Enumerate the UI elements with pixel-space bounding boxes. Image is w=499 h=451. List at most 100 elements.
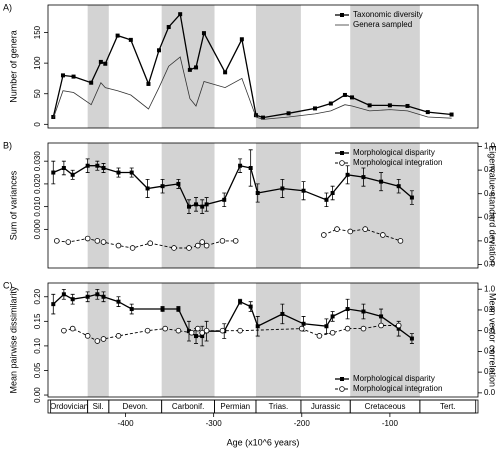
- marker: [248, 166, 253, 170]
- marker: [222, 197, 227, 202]
- marker: [175, 327, 182, 334]
- marker: [71, 74, 76, 79]
- marker: [65, 239, 72, 245]
- y-tick-label: 0.05: [33, 362, 42, 378]
- marker: [51, 170, 56, 175]
- marker: [387, 103, 392, 108]
- marker: [380, 232, 386, 238]
- legend-label: Taxonomic diversity: [353, 10, 423, 19]
- marker: [280, 311, 285, 316]
- marker: [70, 297, 75, 302]
- legend-marker: [340, 13, 344, 17]
- marker: [98, 59, 103, 64]
- y-tick-label: 0.20: [33, 288, 42, 304]
- marker: [129, 307, 134, 312]
- marker: [345, 172, 350, 177]
- y2-tick-label: 1.0: [484, 142, 496, 151]
- marker: [378, 322, 384, 329]
- marker: [129, 245, 136, 251]
- y2-tick-label: 0.0: [484, 260, 496, 269]
- x-tick-label: -200: [294, 419, 311, 428]
- marker: [203, 327, 210, 334]
- y2-tick-label: 0.2: [484, 236, 496, 245]
- marker: [116, 299, 121, 304]
- y2-tick-label: 0.0: [484, 388, 496, 397]
- period-shade: [255, 5, 301, 128]
- marker: [238, 299, 243, 304]
- y2-tick-label: 0.8: [484, 305, 496, 314]
- period-shade: [87, 143, 109, 268]
- y2-tick-label: 1.0: [484, 284, 496, 293]
- marker: [237, 327, 243, 334]
- period-name: Ordovician: [50, 402, 88, 411]
- y-tick-label: 0.010: [33, 196, 42, 217]
- panel-label: B): [3, 140, 12, 150]
- marker: [186, 204, 191, 209]
- marker: [329, 329, 336, 336]
- period-shade: [350, 283, 420, 397]
- y2-tick-label: 0.4: [484, 347, 496, 356]
- marker: [253, 113, 258, 118]
- marker: [409, 195, 414, 200]
- marker: [194, 325, 201, 332]
- period-shade: [350, 143, 420, 268]
- marker: [199, 329, 206, 336]
- marker: [103, 61, 108, 66]
- period-cell: [419, 399, 477, 414]
- period-name: Devon.: [123, 402, 148, 411]
- x-tick-label: -400: [118, 419, 135, 428]
- marker: [144, 327, 151, 334]
- marker: [238, 163, 243, 168]
- marker: [61, 292, 66, 297]
- y2-axis-label: Eigenvalue standard deviation: [488, 145, 498, 266]
- marker: [100, 239, 107, 245]
- marker: [328, 101, 333, 106]
- marker: [160, 307, 165, 312]
- marker: [396, 326, 401, 331]
- y2-tick-label: 0.6: [484, 326, 496, 335]
- marker: [200, 334, 205, 339]
- legend-label: Morphological disparity: [353, 374, 435, 383]
- marker: [61, 327, 67, 334]
- marker: [312, 106, 317, 111]
- marker: [51, 114, 56, 119]
- marker: [360, 325, 367, 332]
- marker: [286, 111, 291, 116]
- marker: [194, 65, 199, 70]
- marker: [60, 73, 65, 78]
- marker: [188, 329, 195, 336]
- marker: [94, 338, 101, 344]
- marker: [349, 95, 354, 100]
- period-name: Tert.: [440, 402, 456, 411]
- x-tick-label: -300: [206, 419, 223, 428]
- x-tick-label: -100: [382, 419, 399, 428]
- marker: [405, 103, 410, 108]
- period-name: Carbonif.: [172, 402, 204, 411]
- marker: [145, 186, 150, 191]
- y-tick-label: 50: [33, 89, 42, 98]
- marker: [201, 31, 206, 36]
- y2-tick-label: 0.4: [484, 212, 496, 221]
- marker: [361, 309, 366, 314]
- marker: [396, 184, 401, 189]
- marker: [342, 92, 347, 97]
- marker: [324, 324, 329, 329]
- y-tick-label: 0.15: [33, 313, 42, 329]
- panel-label: C): [3, 280, 13, 290]
- marker: [301, 321, 306, 326]
- marker: [176, 307, 181, 312]
- marker: [347, 228, 354, 235]
- y2-tick-label: 0.8: [484, 165, 496, 174]
- legend-label: Morphological integration: [353, 384, 442, 393]
- marker: [255, 324, 260, 329]
- marker: [194, 334, 199, 339]
- plot-frame: [47, 142, 479, 269]
- marker: [85, 163, 90, 168]
- marker: [361, 175, 366, 180]
- marker: [89, 80, 94, 85]
- y-tick-label: 150: [33, 25, 42, 39]
- marker: [248, 304, 253, 309]
- y-tick-label: 0.020: [33, 173, 42, 194]
- period-name: Jurassic: [311, 402, 340, 411]
- y-tick-label: 0.000: [33, 219, 42, 240]
